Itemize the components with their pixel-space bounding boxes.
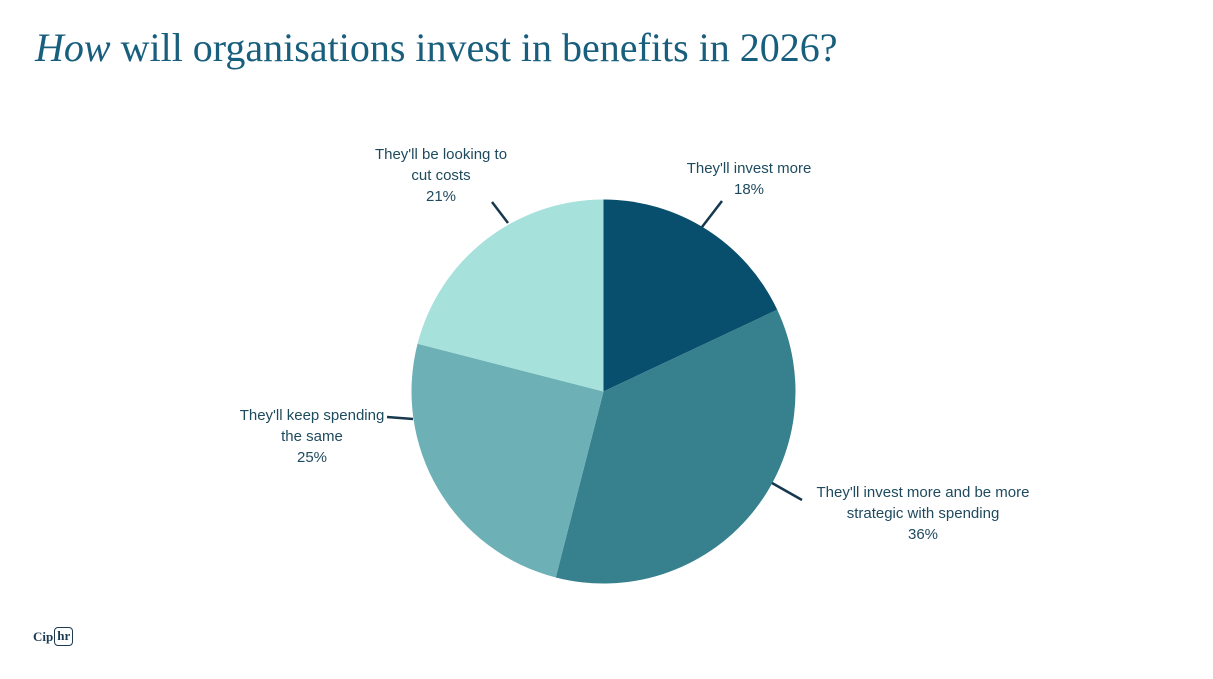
slice-label-text: cut costs (411, 167, 471, 184)
slice-label-text: strategic with spending (846, 505, 1000, 522)
pie-slice-1 (555, 309, 796, 584)
slice-label-text: They'll keep spending (239, 407, 385, 424)
pie-slice-2 (411, 343, 604, 578)
slice-label-text: They'll invest more and be more (816, 484, 1030, 501)
leader-line-0 (701, 200, 723, 228)
slice-label-invest-strategic: They'll invest more and be more strategi… (817, 482, 1030, 545)
slice-label-keep-spending: They'll keep spending the same 25% (240, 405, 385, 468)
slice-label-text: the same (281, 428, 343, 445)
leader-line-1 (771, 481, 803, 502)
ciphr-logo-prefix: Cip (33, 628, 54, 644)
page-title-rest: will organisations invest in benefits in… (110, 25, 838, 70)
ciphr-logo: Cip hr (33, 627, 74, 646)
pie-slice-3 (417, 199, 604, 392)
slice-label-invest-more: They'll invest more 18% (687, 158, 812, 200)
page-title-italic-word: How (35, 25, 111, 70)
slice-label-text: They'll be looking to (374, 146, 508, 163)
leader-line-2 (386, 415, 414, 421)
page-title: How will organisations invest in benefit… (35, 24, 838, 72)
slice-pct: 18% (733, 181, 765, 198)
slice-pct: 21% (425, 188, 457, 205)
slice-label-text: They'll invest more (686, 160, 812, 177)
slice-pct: 25% (296, 449, 328, 466)
slice-label-cut-costs: They'll be looking to cut costs 21% (375, 144, 507, 207)
pie-slice-0 (603, 199, 778, 392)
ciphr-logo-boxed: hr (54, 627, 74, 646)
slice-pct: 36% (907, 526, 939, 543)
leader-line-3 (491, 201, 509, 224)
